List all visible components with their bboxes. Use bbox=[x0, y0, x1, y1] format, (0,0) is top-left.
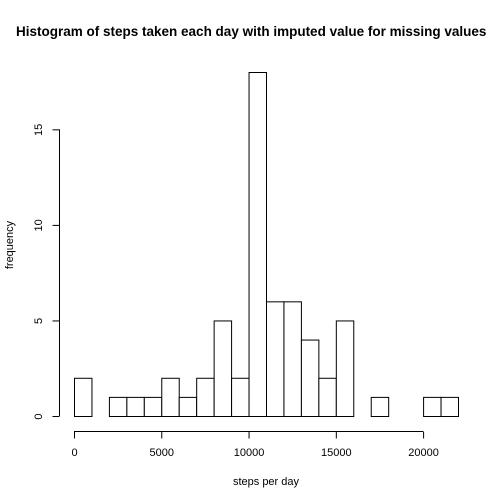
bars-group bbox=[74, 72, 459, 418]
histogram-bar bbox=[440, 396, 459, 417]
y-tick-label: 15 bbox=[33, 124, 45, 136]
x-axis: 0 5000 10000 15000 20000 bbox=[71, 431, 439, 459]
x-tick-label: 5000 bbox=[150, 447, 174, 459]
x-tick-label: 20000 bbox=[408, 447, 439, 459]
histogram-bar bbox=[248, 72, 268, 417]
histogram-bar bbox=[266, 301, 285, 418]
chart-title: Histogram of steps taken each day with i… bbox=[16, 24, 486, 39]
histogram-bar bbox=[213, 320, 233, 418]
x-axis-label: steps per day bbox=[233, 476, 300, 488]
x-tick-label: 15000 bbox=[321, 447, 352, 459]
y-tick-label: 5 bbox=[33, 318, 45, 324]
histogram-bar bbox=[370, 396, 390, 417]
y-axis-label: frequency bbox=[4, 220, 16, 269]
x-tick-label: 10000 bbox=[234, 447, 265, 459]
histogram-bar bbox=[335, 320, 355, 418]
y-tick-label: 10 bbox=[33, 219, 45, 231]
y-axis: 0 5 10 15 bbox=[33, 124, 60, 420]
histogram-bar bbox=[126, 396, 145, 417]
histogram-bar bbox=[300, 339, 320, 417]
histogram-bar bbox=[318, 377, 337, 417]
histogram-bar bbox=[143, 396, 163, 417]
histogram-bar bbox=[196, 377, 215, 417]
histogram-bar bbox=[283, 301, 302, 418]
x-tick-label: 0 bbox=[71, 447, 77, 459]
histogram-bar bbox=[231, 377, 250, 417]
histogram-bar bbox=[74, 377, 93, 417]
y-tick-label: 0 bbox=[33, 413, 45, 419]
histogram-bar bbox=[178, 396, 198, 417]
histogram-bar bbox=[423, 396, 442, 417]
histogram-bar bbox=[161, 377, 180, 417]
histogram-bar bbox=[108, 396, 128, 417]
